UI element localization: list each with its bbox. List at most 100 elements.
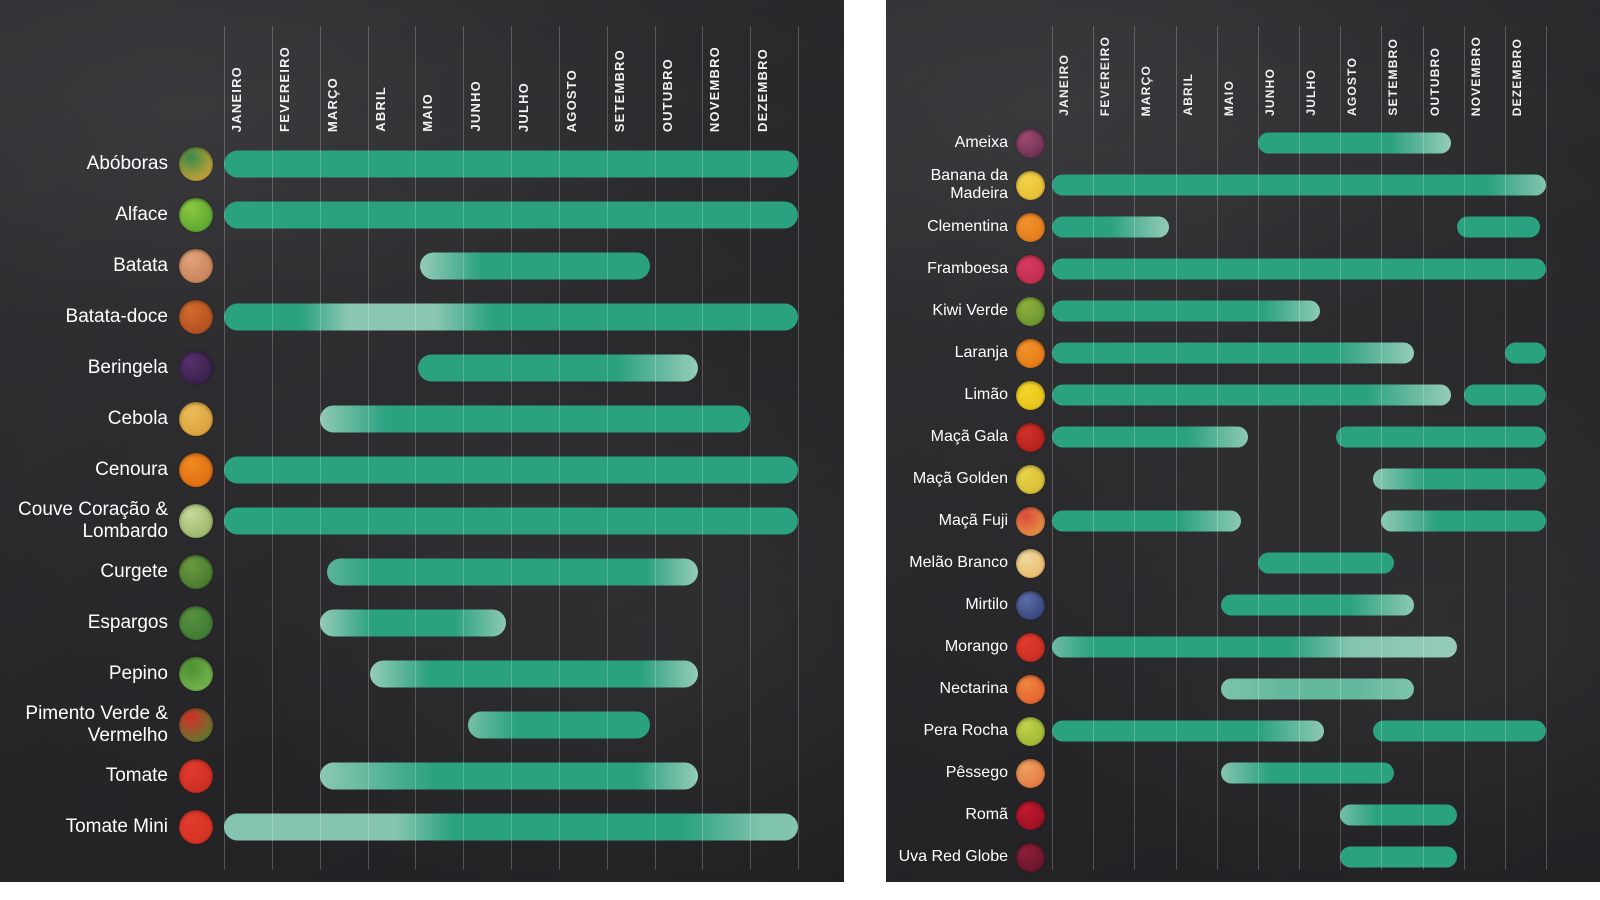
month-header: JANEIRO FEVEREIRO MARÇO ABRIL MAIO JUNHO JULHO… bbox=[224, 0, 798, 138]
blueberry-icon bbox=[1015, 590, 1045, 620]
tomato-icon bbox=[179, 758, 213, 793]
row-icon-cell bbox=[168, 299, 224, 334]
season-timeline bbox=[224, 240, 798, 291]
bell-pepper-icon bbox=[179, 707, 213, 742]
apple-fuji-icon bbox=[1015, 506, 1045, 536]
month-label: MAIO bbox=[420, 93, 436, 132]
season-timeline bbox=[1052, 836, 1546, 878]
season-bar bbox=[1052, 300, 1320, 322]
produce-row: Banana da Madeira bbox=[886, 164, 1600, 206]
season-timeline bbox=[224, 750, 798, 801]
row-icon-cell bbox=[1008, 548, 1052, 578]
zucchini-icon bbox=[179, 554, 213, 589]
season-bar bbox=[1052, 342, 1415, 364]
season-bar bbox=[1052, 258, 1546, 280]
month-label: DEZEMBRO bbox=[1509, 37, 1524, 116]
peach-icon bbox=[1015, 758, 1045, 788]
month-label: JANEIRO bbox=[229, 65, 244, 132]
month-label: NOVEMBRO bbox=[1468, 35, 1483, 116]
season-bar bbox=[420, 252, 650, 279]
month-label: JUNHO bbox=[468, 80, 484, 132]
season-bar bbox=[1340, 804, 1458, 826]
season-bar bbox=[1257, 552, 1394, 574]
season-timeline bbox=[224, 546, 798, 597]
season-bar bbox=[1463, 384, 1546, 406]
month-label: JUNHO bbox=[1262, 67, 1277, 116]
header-spacer bbox=[886, 0, 1052, 122]
season-bar bbox=[1381, 510, 1546, 532]
season-bar bbox=[224, 303, 798, 330]
month-label: OUTUBRO bbox=[1427, 46, 1442, 116]
row-icon-cell bbox=[168, 452, 224, 487]
row-label: Banana da Madeira bbox=[930, 167, 1008, 202]
season-bar bbox=[224, 507, 798, 534]
produce-row: Framboesa bbox=[886, 248, 1600, 290]
produce-row: Uva Red Globe bbox=[886, 836, 1600, 878]
produce-row: Maçã Gala bbox=[886, 416, 1600, 458]
row-label: Batata-doce bbox=[65, 305, 168, 327]
season-bar bbox=[369, 660, 698, 687]
season-timeline bbox=[224, 189, 798, 240]
month-label: JULHO bbox=[516, 81, 531, 132]
row-icon-cell bbox=[1008, 674, 1052, 704]
row-icon-cell bbox=[168, 707, 224, 742]
season-timeline bbox=[224, 597, 798, 648]
month-label: JANEIRO bbox=[1057, 54, 1071, 116]
produce-row: Maçã Golden bbox=[886, 458, 1600, 500]
month-label: NOVEMBRO bbox=[707, 45, 723, 132]
carrot-icon bbox=[179, 452, 213, 487]
row-icon-cell bbox=[168, 401, 224, 436]
produce-row: Alface bbox=[0, 189, 844, 240]
row-icon-cell bbox=[168, 146, 224, 181]
month-label: SETEMBRO bbox=[1386, 38, 1401, 116]
produce-row: Clementina bbox=[886, 206, 1600, 248]
produce-row: Pepino bbox=[0, 648, 844, 699]
row-label: Espargos bbox=[87, 611, 168, 633]
season-bar bbox=[224, 150, 798, 177]
row-icon-cell bbox=[168, 197, 224, 232]
pumpkin-icon bbox=[179, 146, 213, 181]
month-header: JANEIRO FEVEREIRO MARÇO ABRIL MAIO JUNHO JULHO… bbox=[1052, 0, 1546, 122]
season-bar bbox=[319, 762, 698, 789]
produce-row: Maçã Fuji bbox=[886, 500, 1600, 542]
row-label: Mirtilo bbox=[965, 596, 1008, 614]
cabbage-icon bbox=[179, 503, 213, 538]
row-icon-cell bbox=[1008, 464, 1052, 494]
asparagus-icon bbox=[179, 605, 213, 640]
produce-row: Melão Branco bbox=[886, 542, 1600, 584]
produce-row: Batata bbox=[0, 240, 844, 291]
produce-row: Tomate Mini bbox=[0, 801, 844, 852]
season-bar bbox=[1220, 762, 1394, 784]
produce-row: Mirtilo bbox=[886, 584, 1600, 626]
row-icon-cell bbox=[168, 554, 224, 589]
row-icon-cell bbox=[168, 248, 224, 283]
season-bar bbox=[1373, 720, 1546, 742]
season-timeline bbox=[1052, 416, 1546, 458]
row-icon-cell bbox=[1008, 506, 1052, 536]
season-timeline bbox=[1052, 122, 1546, 164]
season-bar bbox=[224, 456, 798, 483]
season-bar bbox=[319, 405, 751, 432]
row-label: Pera Rocha bbox=[923, 722, 1009, 740]
row-icon-cell bbox=[1008, 296, 1052, 326]
row-label: Limão bbox=[964, 386, 1008, 404]
row-label: Laranja bbox=[954, 344, 1008, 362]
season-bar bbox=[224, 813, 798, 840]
row-label: Uva Red Globe bbox=[898, 848, 1008, 866]
month-label: AGOSTO bbox=[563, 68, 579, 132]
onion-icon bbox=[179, 401, 213, 436]
pear-icon bbox=[1015, 716, 1045, 746]
row-icon-cell bbox=[1008, 338, 1052, 368]
row-label: Clementina bbox=[927, 218, 1008, 236]
season-timeline bbox=[1052, 626, 1546, 668]
row-label: Tomate bbox=[105, 764, 168, 786]
row-label: Ameixa bbox=[954, 134, 1008, 152]
season-bar bbox=[1220, 594, 1415, 616]
season-timeline bbox=[1052, 164, 1546, 206]
produce-row: Pimento Verde & Vermelho bbox=[0, 699, 844, 750]
header-spacer bbox=[0, 0, 224, 138]
row-icon-cell bbox=[1008, 590, 1052, 620]
row-label: Cebola bbox=[107, 407, 168, 429]
melon-icon bbox=[1015, 548, 1045, 578]
